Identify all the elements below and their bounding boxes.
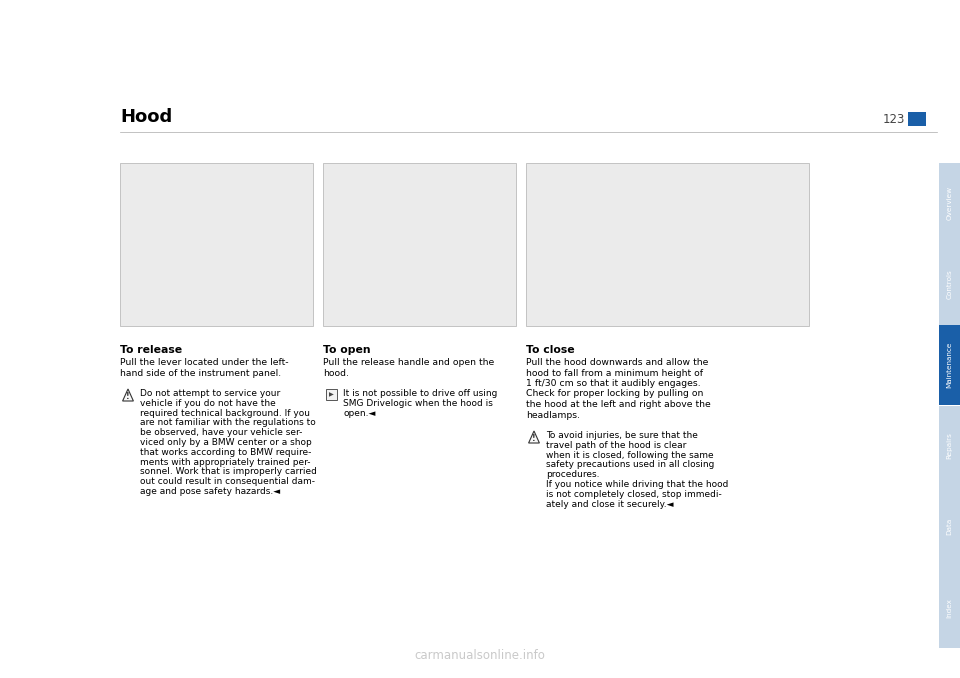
- Text: that works according to BMW require-: that works according to BMW require-: [140, 447, 311, 457]
- Text: safety precautions used in all closing: safety precautions used in all closing: [546, 460, 714, 469]
- Text: travel path of the hood is clear: travel path of the hood is clear: [546, 441, 686, 450]
- Text: be observed, have your vehicle ser-: be observed, have your vehicle ser-: [140, 428, 302, 437]
- Text: Check for proper locking by pulling on: Check for proper locking by pulling on: [526, 389, 704, 399]
- Text: Controls: Controls: [947, 269, 952, 299]
- Text: If you notice while driving that the hood: If you notice while driving that the hoo…: [546, 480, 729, 489]
- Text: ments with appropriately trained per-: ments with appropriately trained per-: [140, 458, 310, 466]
- Text: viced only by a BMW center or a shop: viced only by a BMW center or a shop: [140, 438, 312, 447]
- Polygon shape: [529, 431, 540, 443]
- Text: 1 ft/30 cm so that it audibly engages.: 1 ft/30 cm so that it audibly engages.: [526, 379, 701, 388]
- Text: ▶: ▶: [328, 392, 333, 397]
- Text: hand side of the instrument panel.: hand side of the instrument panel.: [120, 369, 281, 378]
- Text: SMG Drivelogic when the hood is: SMG Drivelogic when the hood is: [343, 399, 492, 407]
- Text: Pull the hood downwards and allow the: Pull the hood downwards and allow the: [526, 358, 708, 367]
- Text: !: !: [126, 392, 130, 401]
- Text: open.◄: open.◄: [343, 409, 375, 418]
- Text: It is not possible to drive off using: It is not possible to drive off using: [343, 389, 497, 398]
- Text: out could result in consequential dam-: out could result in consequential dam-: [140, 477, 315, 486]
- FancyBboxPatch shape: [323, 163, 516, 326]
- FancyBboxPatch shape: [939, 325, 960, 405]
- Text: age and pose safety hazards.◄: age and pose safety hazards.◄: [140, 487, 280, 496]
- Text: hood.: hood.: [323, 369, 348, 378]
- Text: carmanualsonline.info: carmanualsonline.info: [415, 649, 545, 662]
- Text: ately and close it securely.◄: ately and close it securely.◄: [546, 500, 674, 508]
- Text: when it is closed, following the same: when it is closed, following the same: [546, 451, 713, 460]
- Text: To release: To release: [120, 345, 182, 355]
- FancyBboxPatch shape: [939, 244, 960, 325]
- Text: Hood: Hood: [120, 108, 172, 126]
- Text: Overview: Overview: [947, 186, 952, 220]
- Text: is not completely closed, stop immedi-: is not completely closed, stop immedi-: [546, 490, 722, 499]
- Text: sonnel. Work that is improperly carried: sonnel. Work that is improperly carried: [140, 467, 317, 477]
- Text: the hood at the left and right above the: the hood at the left and right above the: [526, 400, 710, 409]
- Text: To avoid injuries, be sure that the: To avoid injuries, be sure that the: [546, 431, 698, 440]
- Text: To close: To close: [526, 345, 575, 355]
- Text: required technical background. If you: required technical background. If you: [140, 409, 310, 418]
- Text: procedures.: procedures.: [546, 471, 599, 479]
- Text: Pull the lever located under the left-: Pull the lever located under the left-: [120, 358, 289, 367]
- Text: Maintenance: Maintenance: [947, 342, 952, 388]
- FancyBboxPatch shape: [120, 163, 313, 326]
- Text: Repairs: Repairs: [947, 433, 952, 460]
- FancyBboxPatch shape: [939, 486, 960, 567]
- FancyBboxPatch shape: [325, 389, 337, 400]
- FancyBboxPatch shape: [908, 112, 926, 126]
- Text: Pull the release handle and open the: Pull the release handle and open the: [323, 358, 494, 367]
- Text: hood to fall from a minimum height of: hood to fall from a minimum height of: [526, 369, 703, 378]
- Text: 123: 123: [882, 113, 905, 126]
- Text: Data: Data: [947, 518, 952, 536]
- Text: vehicle if you do not have the: vehicle if you do not have the: [140, 399, 276, 407]
- FancyBboxPatch shape: [939, 405, 960, 486]
- Text: Do not attempt to service your: Do not attempt to service your: [140, 389, 280, 398]
- Text: are not familiar with the regulations to: are not familiar with the regulations to: [140, 418, 316, 427]
- Text: To open: To open: [323, 345, 371, 355]
- Text: headlamps.: headlamps.: [526, 410, 580, 420]
- FancyBboxPatch shape: [939, 567, 960, 648]
- FancyBboxPatch shape: [939, 163, 960, 244]
- FancyBboxPatch shape: [526, 163, 809, 326]
- Text: !: !: [532, 434, 536, 443]
- Polygon shape: [123, 389, 133, 401]
- Text: Index: Index: [947, 597, 952, 618]
